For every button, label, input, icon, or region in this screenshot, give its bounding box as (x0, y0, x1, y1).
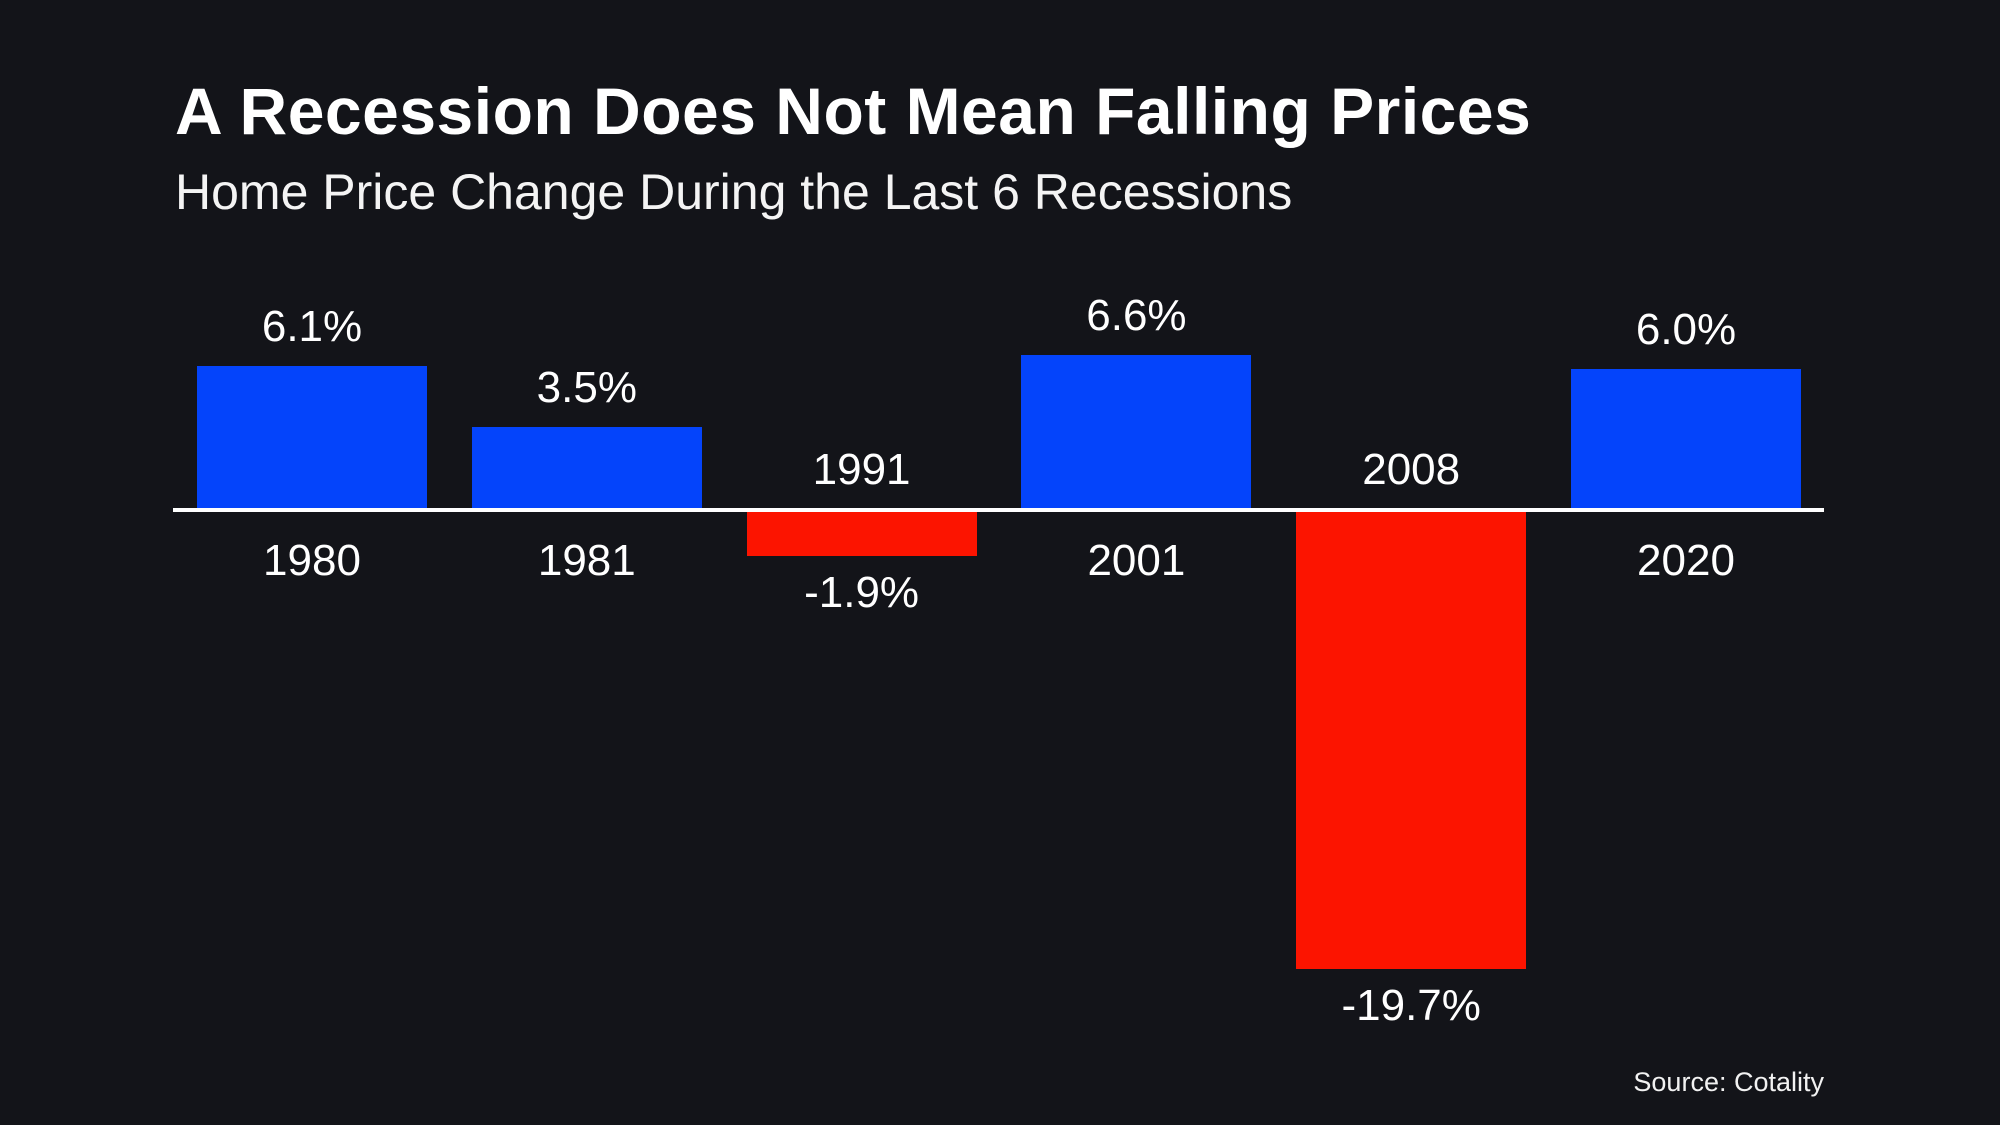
bar-1991 (746, 512, 977, 557)
year-label-2001: 2001 (1087, 536, 1186, 585)
value-label-1980: 6.1% (261, 302, 363, 352)
year-label-2008: 2008 (1362, 445, 1461, 494)
page-subtitle: Home Price Change During the Last 6 Rece… (175, 164, 1293, 220)
page-title: A Recession Does Not Mean Falling Prices (175, 74, 1532, 148)
value-label-2008: -19.7% (1341, 981, 1481, 1031)
value-label-2020: 6.0% (1635, 304, 1737, 354)
year-label-1991: 1991 (812, 445, 911, 494)
value-label-2001: 6.6% (1086, 290, 1187, 340)
value-label-1981: 3.5% (536, 362, 637, 412)
bar-2008 (1296, 512, 1527, 970)
bar-1981 (471, 426, 702, 508)
bar-2020 (1571, 368, 1801, 508)
source-credit: Source: Cotality (1633, 1067, 1824, 1097)
bar-2001 (1021, 354, 1252, 508)
year-label-2020: 2020 (1637, 536, 1735, 585)
value-label-1991: -1.9% (804, 568, 920, 618)
bar-1980 (197, 366, 427, 508)
year-label-1981: 1981 (537, 536, 636, 585)
x-axis-line (173, 508, 1824, 512)
year-label-1980: 1980 (263, 536, 361, 585)
